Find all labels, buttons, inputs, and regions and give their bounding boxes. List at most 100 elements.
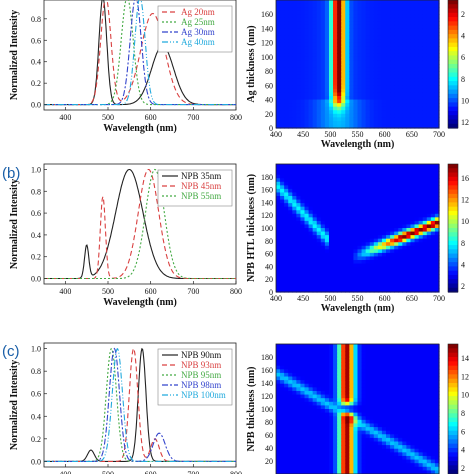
heatmap-cell — [341, 365, 346, 370]
heatmap-cell — [434, 167, 440, 172]
heatmap-cell — [369, 249, 375, 254]
colorbar-tick-label: 4 — [461, 260, 465, 269]
heatmap-y-tick-100: 100 — [261, 53, 273, 62]
heatmap-cell — [377, 288, 383, 293]
heatmap-cell — [361, 113, 367, 118]
heatmap-cell — [414, 14, 420, 19]
heatmap-cell — [434, 35, 440, 40]
heatmap-cell — [308, 171, 314, 176]
heatmap-cell — [386, 427, 391, 432]
heatmap-cell — [312, 10, 318, 15]
heatmap-cell — [422, 277, 428, 282]
heatmap-cell — [300, 437, 306, 443]
heatmap-cell — [430, 171, 436, 176]
heatmap-cell — [284, 245, 289, 250]
colorbar-step — [448, 435, 458, 440]
heatmap-cell — [292, 423, 297, 428]
heatmap-cell — [304, 167, 310, 172]
heatmap-cell — [390, 394, 395, 399]
heatmap-cell — [284, 113, 289, 118]
heatmap-cell — [434, 85, 440, 90]
heatmap-cell — [381, 28, 387, 33]
heatmap-cell — [418, 64, 424, 69]
heatmap-cell — [422, 185, 428, 190]
heatmap-cell — [341, 409, 346, 414]
heatmap-cell — [398, 238, 403, 243]
heatmap-cell — [422, 49, 428, 54]
heatmap-cell — [337, 85, 342, 90]
heatmap-cell — [430, 92, 436, 97]
heatmap-cell — [308, 228, 314, 233]
heatmap-cell — [414, 365, 420, 370]
heatmap-cell — [398, 21, 403, 26]
heatmap-cell — [333, 67, 338, 72]
heatmap-cell — [320, 53, 326, 58]
heatmap-cell — [345, 28, 350, 33]
heatmap-cell — [373, 470, 379, 474]
heatmap-cell — [349, 416, 355, 421]
heatmap-cell — [426, 405, 432, 410]
heatmap-cell — [300, 288, 306, 293]
heatmap-cell — [316, 354, 322, 360]
heatmap-cell — [316, 178, 322, 183]
heatmap-cell — [341, 88, 346, 94]
heatmap-cell — [402, 419, 407, 425]
heatmap-cell — [353, 441, 359, 446]
heatmap-cell — [430, 24, 436, 30]
y-tick-label: 0.4 — [31, 231, 41, 240]
heatmap-cell — [386, 64, 391, 69]
heatmap-cell — [320, 14, 326, 19]
heatmap-cell — [300, 263, 306, 268]
heatmap-cell — [381, 64, 387, 69]
heatmap-cell — [369, 390, 375, 396]
heatmap-cell — [357, 3, 363, 8]
heatmap-cell — [418, 463, 424, 468]
heatmap-cell — [276, 199, 281, 204]
heatmap-cell — [414, 459, 420, 464]
heatmap-cell — [390, 376, 395, 381]
heatmap-cell — [341, 106, 346, 111]
heatmap-cell — [304, 423, 310, 428]
heatmap-cell — [422, 7, 428, 12]
heatmap-cell — [316, 270, 322, 275]
heatmap-cell — [316, 398, 322, 403]
heatmap-cell — [300, 96, 306, 101]
heatmap-y-tick-40: 40 — [265, 262, 273, 271]
heatmap-cell — [434, 380, 440, 385]
heatmap-cell — [365, 372, 371, 378]
heatmap-cell — [402, 263, 407, 268]
heatmap-cell — [288, 88, 293, 94]
heatmap-cell — [280, 10, 285, 15]
heatmap-cell — [316, 231, 322, 236]
heatmap-cell — [414, 192, 420, 197]
heatmap-cell — [386, 390, 391, 396]
heatmap-cell — [316, 423, 322, 428]
heatmap-cell — [304, 174, 310, 179]
heatmap-cell — [337, 206, 342, 211]
heatmap-cell — [316, 235, 322, 240]
heatmap-cell — [320, 39, 326, 44]
heatmap-cell — [333, 113, 338, 118]
heatmap-cell — [333, 56, 338, 62]
heatmap-cell — [300, 21, 306, 26]
heatmap-cell — [320, 249, 326, 254]
heatmap-cell — [353, 470, 359, 474]
heatmap-cell — [288, 213, 293, 218]
heatmap-cell — [353, 3, 359, 8]
heatmap-cell — [296, 99, 302, 104]
heatmap-cell — [304, 347, 310, 352]
heatmap-cell — [357, 238, 363, 243]
heatmap-cell — [280, 42, 285, 47]
heatmap-x-label: Wavelength (nm) — [321, 303, 395, 314]
heatmap-cell — [276, 274, 281, 279]
heatmap-cell — [365, 113, 371, 118]
heatmap-cell — [284, 434, 289, 439]
heatmap-cell — [390, 409, 395, 414]
heatmap-cell — [426, 24, 432, 30]
heatmap-cell — [365, 235, 371, 240]
heatmap-cell — [304, 441, 310, 446]
heatmap-cell — [369, 362, 375, 367]
heatmap-cell — [422, 365, 428, 370]
heatmap-cell — [406, 238, 412, 243]
heatmap-cell — [426, 28, 432, 33]
